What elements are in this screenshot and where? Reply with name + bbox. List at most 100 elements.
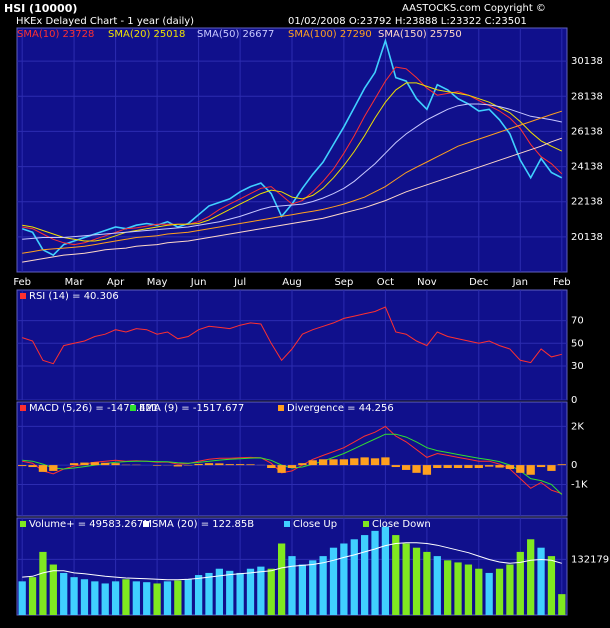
bar xyxy=(215,568,223,615)
bar xyxy=(246,568,255,615)
bar xyxy=(49,564,57,615)
bar xyxy=(194,575,203,615)
bar xyxy=(288,556,296,615)
bar xyxy=(526,465,535,475)
y-tick-label: 0 xyxy=(571,460,577,471)
series-line xyxy=(22,306,562,365)
bar xyxy=(381,526,390,615)
y-tick-label: 20138 xyxy=(571,232,603,243)
bar xyxy=(505,465,515,469)
bar xyxy=(485,465,494,467)
y-tick-label: 70 xyxy=(571,316,584,327)
y-tick-label: 30138 xyxy=(571,56,603,67)
bar xyxy=(423,551,431,615)
bar xyxy=(132,581,140,615)
bar xyxy=(122,579,130,615)
legend-label: SMA(50) 26677 xyxy=(197,29,274,40)
bar xyxy=(91,581,99,615)
copyright: AASTOCKS.com Copyright © xyxy=(402,3,546,14)
bar xyxy=(152,465,162,466)
chart-title: HSI (10000) xyxy=(4,2,77,15)
bar xyxy=(111,581,120,615)
legend-swatch xyxy=(284,521,290,527)
bar xyxy=(267,465,276,469)
bar xyxy=(277,465,286,473)
bar xyxy=(28,577,37,615)
y-tick-label: 22138 xyxy=(571,197,603,208)
series-line xyxy=(22,542,562,581)
bar xyxy=(474,465,483,469)
bar xyxy=(184,579,192,615)
legend-label: SMA (20) = 122.85B xyxy=(152,519,254,530)
y-tick-label: 26138 xyxy=(571,126,603,137)
bar xyxy=(246,464,255,466)
series-line xyxy=(22,82,563,242)
bar xyxy=(39,551,47,615)
bar xyxy=(235,464,245,466)
bar xyxy=(18,465,27,467)
bar xyxy=(236,572,244,615)
x-tick-label: Apr xyxy=(107,277,125,288)
bar xyxy=(215,463,224,466)
legend-label: Divergence = 44.256 xyxy=(287,403,394,414)
y-tick-label: 50 xyxy=(571,338,584,349)
bar xyxy=(287,465,297,469)
bar xyxy=(226,570,234,615)
bar xyxy=(80,579,89,615)
bar xyxy=(361,535,369,615)
bar xyxy=(495,568,504,615)
series-line xyxy=(22,425,562,495)
bar xyxy=(412,547,421,615)
bar xyxy=(70,577,78,615)
bar xyxy=(537,547,545,615)
bar xyxy=(204,463,214,466)
bar xyxy=(69,463,79,466)
bar xyxy=(80,462,89,466)
bar xyxy=(547,556,556,615)
legend-swatch xyxy=(20,521,26,527)
bar xyxy=(350,458,359,466)
x-tick-label: Feb xyxy=(553,277,571,288)
bar xyxy=(381,457,390,466)
bar xyxy=(402,543,410,615)
bar xyxy=(412,465,421,473)
legend-label: SMA(10) 23728 xyxy=(17,29,94,40)
bar xyxy=(433,465,442,469)
x-tick-label: Feb xyxy=(13,277,31,288)
bar xyxy=(101,462,110,466)
bar xyxy=(443,465,452,469)
bar xyxy=(464,465,473,469)
legend-label: MACD (5,26) = -1473.421 xyxy=(29,403,158,414)
y-tick-label: 28138 xyxy=(571,91,603,102)
bar xyxy=(329,459,338,466)
legend-label: EMA (9) = -1517.677 xyxy=(139,403,244,414)
x-tick-label: Oct xyxy=(377,277,394,288)
bar xyxy=(557,464,566,466)
bar xyxy=(370,458,380,466)
x-tick-label: Jan xyxy=(512,277,528,288)
x-tick-label: Aug xyxy=(282,277,302,288)
bar xyxy=(339,459,349,466)
x-tick-label: Sep xyxy=(334,277,353,288)
bar xyxy=(318,459,328,466)
y-tick-label: -1K xyxy=(571,479,588,490)
subtitle: HKEx Delayed Chart - 1 year (daily) xyxy=(16,16,194,27)
bar xyxy=(174,580,182,615)
legend-label: SMA(100) 27290 xyxy=(288,29,372,40)
bar xyxy=(402,465,411,470)
bar xyxy=(558,594,566,615)
y-tick-label: 0 xyxy=(571,395,577,406)
y-tick-label: 2K xyxy=(571,421,584,432)
legend-label: Close Up xyxy=(293,519,337,530)
series-line xyxy=(22,110,562,254)
bar xyxy=(277,543,286,615)
legend-label: Close Down xyxy=(372,519,431,530)
legend-swatch xyxy=(363,521,369,527)
bar xyxy=(101,583,109,615)
bar xyxy=(90,462,99,466)
bar xyxy=(506,564,514,615)
legend-swatch xyxy=(278,405,284,411)
x-tick-label: Dec xyxy=(469,277,488,288)
bar xyxy=(527,539,535,615)
